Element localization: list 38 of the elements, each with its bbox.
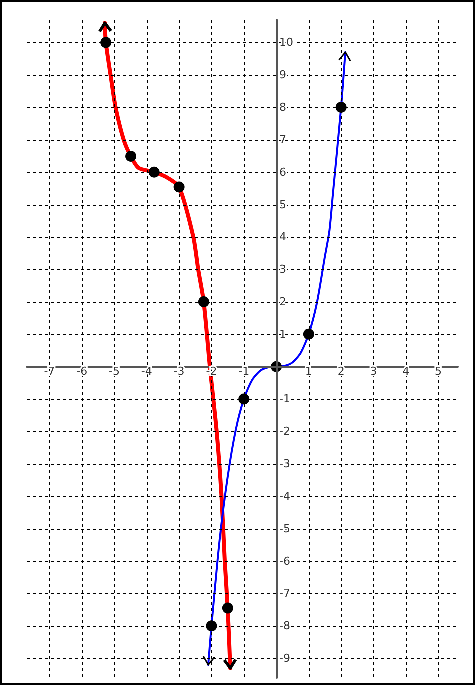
point — [303, 328, 314, 340]
y-tick-label: 7 — [280, 133, 287, 146]
y-tick-label: -9 — [280, 652, 290, 666]
x-tick-label: -3 — [174, 364, 185, 378]
x-tick-label: 1 — [305, 364, 312, 378]
y-tick-label: -6 — [280, 554, 290, 568]
y-tick-label: 8 — [280, 101, 287, 114]
point — [126, 150, 137, 162]
x-tick-label: -5 — [109, 364, 120, 378]
y-tick-label: 6 — [280, 166, 287, 179]
y-tick-label: -7 — [280, 587, 290, 600]
point — [148, 166, 160, 178]
y-tick-label: 5 — [280, 198, 287, 212]
y-tick-label: 2 — [280, 296, 287, 308]
x-tick-label: 3 — [370, 364, 378, 378]
y-tick-label: -4 — [280, 490, 290, 503]
point — [222, 602, 234, 614]
y-tick-label: -3 — [280, 458, 290, 471]
y-tick-label: -5 — [280, 522, 290, 536]
y-tick-label: -1 — [280, 392, 290, 406]
x-tick-label: -7 — [44, 364, 56, 378]
line-series — [207, 51, 347, 666]
x-tick-label: -1 — [238, 364, 250, 378]
x-tick-label: 2 — [338, 364, 345, 378]
y-tick-label: 9 — [280, 68, 287, 82]
x-tick-label: 4 — [402, 364, 410, 378]
point — [198, 296, 210, 308]
point — [100, 37, 112, 48]
point — [174, 182, 185, 193]
x-tick-label: -4 — [141, 364, 152, 378]
x-tick-label: -6 — [76, 364, 88, 378]
y-tick-label: 4 — [280, 230, 287, 244]
y-tick-label: 3 — [280, 263, 287, 276]
y-tick-label: -2 — [280, 425, 290, 438]
y-tick-label: 1 — [280, 328, 287, 341]
y-tick-label: 10 — [280, 36, 294, 50]
x-tick-label: 5 — [435, 364, 442, 378]
y-tick-label: -8 — [280, 620, 290, 633]
